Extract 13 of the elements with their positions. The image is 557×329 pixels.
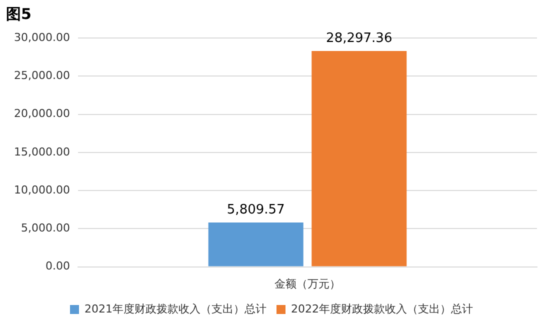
y-tick-label: 0.00 [45, 260, 70, 273]
y-tick-label: 25,000.00 [14, 68, 70, 82]
legend-label: 2022年度财政拨款收入（支出）总计 [291, 302, 473, 316]
legend-label: 2021年度财政拨款收入（支出）总计 [84, 302, 267, 316]
y-tick-label: 15,000.00 [14, 145, 70, 158]
x-tick-label: 金额（万元） [274, 277, 340, 290]
y-tick-label: 10,000.00 [14, 183, 70, 196]
data-label: 28,297.36 [326, 30, 392, 46]
data-label: 5,809.57 [226, 202, 285, 218]
y-tick-label: 20,000.00 [14, 107, 70, 120]
y-tick-label: 5,000.00 [21, 222, 70, 235]
chart-title: 图5 [6, 4, 32, 23]
y-tick-label: 30,000.00 [14, 30, 70, 44]
